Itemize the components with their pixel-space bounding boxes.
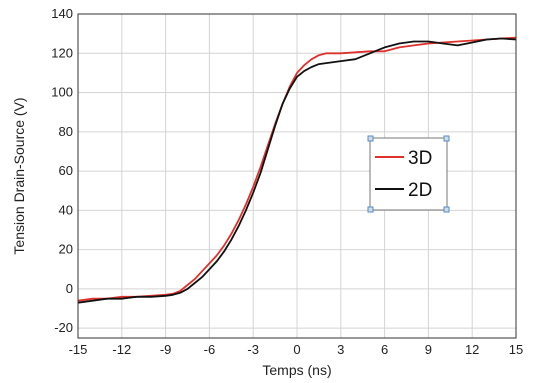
ticks: -15 -12 -9 -6 -3 0 3 6 9 12 15 -20 0 20 40 60 80 100 120 14… (51, 6, 523, 357)
x-tick-label: 0 (293, 342, 300, 357)
x-tick-label: -6 (204, 342, 216, 357)
series-layer (77, 36, 517, 304)
x-tick-label: 12 (465, 342, 479, 357)
x-tick-label: 3 (337, 342, 344, 357)
x-tick-label: -12 (112, 342, 131, 357)
legend-handle-tr[interactable] (443, 135, 450, 142)
y-tick-label: 0 (66, 281, 73, 296)
x-axis-label: Temps (ns) (262, 362, 331, 378)
x-tick-label: 15 (509, 342, 523, 357)
series-line-2d (77, 37, 517, 304)
legend-handle-tl[interactable] (367, 135, 374, 142)
y-tick-label: 100 (51, 85, 73, 100)
x-tick-label: -9 (160, 342, 172, 357)
legend-box[interactable] (369, 137, 448, 211)
y-axis-label: Tension Drain-Source (V) (11, 97, 27, 254)
x-tick-label: -15 (69, 342, 88, 357)
legend[interactable]: 3D 2D (367, 135, 450, 213)
x-tick-label: -3 (247, 342, 259, 357)
y-tick-label: 20 (59, 242, 73, 257)
legend-handle-bl[interactable] (367, 206, 374, 213)
y-tick-label: 140 (51, 6, 73, 21)
y-tick-label: 80 (59, 124, 73, 139)
y-tick-label: 120 (51, 45, 73, 60)
y-tick-label: 40 (59, 202, 73, 217)
legend-handle-br[interactable] (443, 206, 450, 213)
plot-frame (77, 13, 517, 339)
y-tick-label: 60 (59, 163, 73, 178)
legend-label-2d: 2D (408, 180, 432, 201)
x-tick-label: 9 (425, 342, 432, 357)
legend-label-3d: 3D (408, 148, 432, 169)
y-tick-label: -20 (54, 320, 73, 335)
x-tick-label: 6 (381, 342, 388, 357)
